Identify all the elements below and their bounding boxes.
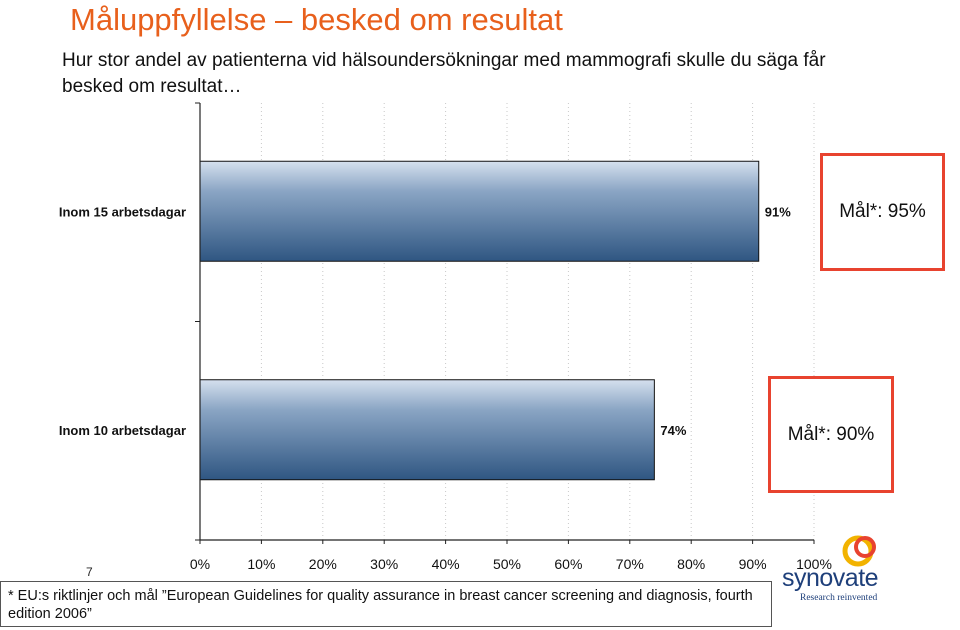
x-tick-label: 50% — [493, 556, 521, 572]
data-label: 74% — [660, 423, 686, 438]
x-tick-label: 20% — [309, 556, 337, 572]
data-label: 91% — [765, 204, 791, 219]
bar — [199, 160, 760, 262]
x-tick-label: 0% — [190, 556, 210, 572]
x-tick-label: 90% — [739, 556, 767, 572]
x-tick-label: 100% — [796, 556, 832, 572]
bar-chart: Inom 15 arbetsdagar 91% Inom 10 arbetsdaga… — [59, 102, 832, 572]
logo-tagline: Research reinvented — [800, 593, 878, 603]
x-tick-label: 80% — [677, 556, 705, 572]
goal-label: Mål*: 90% — [787, 423, 875, 445]
goal-box-10-days: Mål*: 90% — [768, 376, 894, 493]
synovate-logo: synovate Research reinvented — [782, 532, 894, 607]
category-label: Inom 15 arbetsdagar — [59, 204, 186, 219]
x-tick-label: 60% — [554, 556, 582, 572]
labels: Inom 15 arbetsdagar 91% Inom 10 arbetsdaga… — [59, 204, 832, 572]
chart-subtitle: Hur stor andel av patienterna vid hälsou… — [62, 50, 826, 97]
goal-box-15-days: Mål*: 95% — [820, 153, 945, 271]
bars — [199, 160, 760, 481]
bar — [199, 379, 655, 481]
goal-label: Mål*: 95% — [839, 201, 926, 222]
x-tick-label: 10% — [247, 556, 275, 572]
x-tick-label: 70% — [616, 556, 644, 572]
logo-wordmark: synovate — [782, 564, 879, 592]
x-tick-label: 30% — [370, 556, 398, 572]
category-label: Inom 10 arbetsdagar — [59, 423, 186, 438]
logo-swirl-icon — [842, 535, 876, 567]
x-tick-label: 40% — [432, 556, 460, 572]
page-title: Måluppfyllelse – besked om resultat — [70, 2, 563, 37]
footnote: * EU:s riktlinjer och mål ”European Guid… — [0, 581, 772, 627]
axes — [195, 102, 815, 544]
page-number: 7 — [86, 565, 93, 579]
